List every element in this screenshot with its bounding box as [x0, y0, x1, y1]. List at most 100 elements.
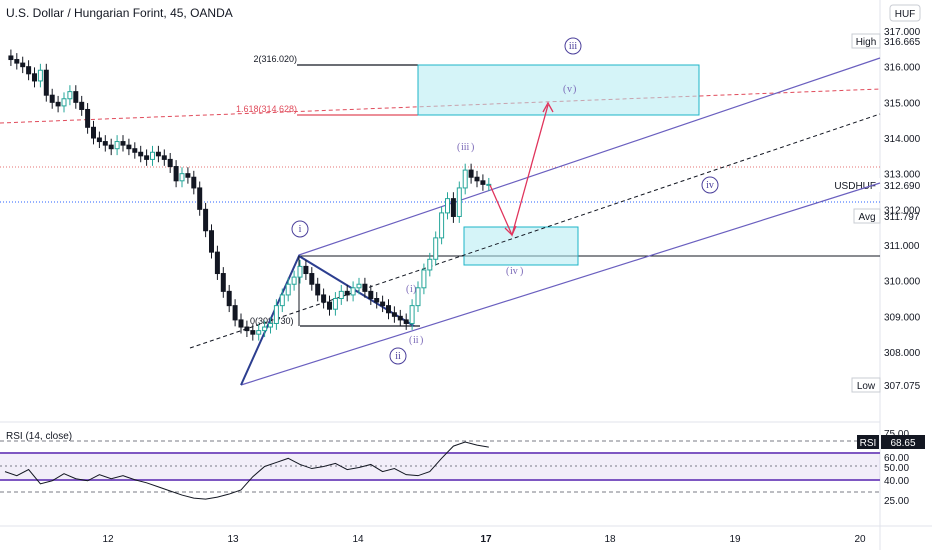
avg-label: Avg [858, 212, 875, 223]
rsi-badge-box [857, 435, 879, 449]
candle-body [67, 91, 73, 100]
candle-body [344, 290, 350, 296]
high-label-box [851, 33, 881, 49]
candle-body [96, 137, 102, 143]
subwave-iii-label-open: ( [457, 142, 461, 153]
candle-body [32, 73, 37, 82]
time-label-17: 17 [480, 534, 492, 545]
candle-body [327, 301, 332, 310]
subwave-iii-label-close: ) [471, 142, 474, 153]
candle-body [315, 283, 321, 296]
price-tick-0: 317.000 [884, 27, 921, 38]
candle-body [132, 148, 138, 153]
candle-body [256, 330, 262, 335]
candle-body [37, 69, 43, 82]
channel-mid-line [189, 113, 881, 349]
candle-body [61, 98, 67, 107]
time-label-14: 14 [352, 534, 364, 545]
candle-body [214, 251, 220, 275]
rsi-badge: RSI [860, 438, 877, 449]
wave-ii-circle [389, 347, 407, 365]
high-value: 316.665 [884, 37, 921, 48]
candle-body [238, 319, 244, 328]
candle-body [179, 173, 185, 182]
candle-body [439, 212, 445, 239]
rsi-tick-25: 25.00 [884, 496, 909, 507]
candle-body [73, 91, 79, 103]
candle-body [391, 312, 397, 317]
candle-body [285, 283, 291, 296]
chart-title: U.S. Dollar / Hungarian Forint, 45, OAND… [6, 6, 233, 20]
projection-arrowhead-down [504, 225, 517, 237]
candle-body [244, 326, 250, 332]
price-tick-4: 313.000 [884, 170, 921, 181]
price-tick-1: 316.000 [884, 63, 921, 74]
currency-badge [889, 4, 921, 22]
price-candles [8, 49, 492, 341]
price-tick-7: 310.000 [884, 277, 921, 288]
candle-body [362, 283, 368, 292]
candle-body [226, 290, 232, 307]
rsi-tick-75: 75.00 [884, 429, 909, 440]
projection-arrowhead-up [542, 101, 554, 113]
subwave-i-label-open: ( [406, 284, 410, 295]
rsi-tick-50: 50.00 [884, 463, 909, 474]
avg-value: 311.797 [884, 212, 920, 223]
candle-body [43, 69, 49, 96]
wave-iv-circle [701, 176, 719, 194]
rsi-value-box [881, 435, 925, 449]
symbol-label: USDHUF [834, 181, 876, 192]
candle-body [433, 237, 439, 260]
candle-body [415, 287, 421, 307]
candle-body [456, 187, 462, 217]
candle-body [273, 305, 279, 324]
candle-body [397, 315, 403, 321]
symbol-label-box [838, 178, 880, 192]
candle-body [20, 62, 26, 68]
candle-body [49, 94, 55, 103]
high-label: High [856, 37, 877, 48]
price-tick-6: 311.000 [884, 241, 920, 252]
candle-body [368, 290, 374, 300]
wave-iv-target-box [463, 226, 579, 266]
time-axis-labels: 12 13 14 17 18 19 20 [102, 534, 866, 545]
time-label-12: 12 [102, 534, 114, 545]
wave-i-circle [291, 220, 309, 238]
rsi-tick-40: 40.00 [884, 476, 909, 487]
candle-body [427, 258, 433, 271]
subwave-i-label: i [410, 284, 413, 295]
projection-path [489, 104, 549, 237]
channel-lower-line [240, 182, 881, 386]
candle-body [462, 169, 468, 189]
candle-body [167, 158, 173, 168]
candle-body [161, 155, 167, 160]
wave-iii-circle [564, 37, 582, 55]
fib-level-0-label: 0(308.730) [250, 316, 294, 326]
rsi-value: 68.65 [890, 438, 915, 449]
candle-body [321, 294, 327, 303]
candle-body [114, 141, 120, 150]
candle-body [203, 208, 209, 232]
candle-body [138, 151, 144, 157]
candle-body [474, 176, 480, 182]
subwave-v-label-open: ( [563, 84, 567, 95]
candle-body [14, 59, 20, 64]
time-label-20: 20 [854, 534, 866, 545]
candle-body [291, 276, 297, 285]
candle-body [209, 230, 214, 253]
low-value: 307.075 [884, 381, 921, 392]
candle-body [232, 305, 238, 321]
candle-body [350, 287, 356, 296]
candle-body [185, 173, 191, 178]
candle-body [120, 141, 126, 146]
candle-body [309, 273, 315, 285]
fib-level-2-label: 2(316.020) [253, 54, 297, 64]
candle-body [468, 169, 474, 178]
subwave-iv-label-close: ) [520, 266, 523, 277]
channel-upper-line [298, 57, 881, 256]
subwave-ii-label-open: ( [409, 335, 413, 346]
price-tick-9: 308.000 [884, 348, 921, 359]
candle-body [480, 180, 486, 185]
price-tick-8: 309.000 [884, 312, 921, 323]
